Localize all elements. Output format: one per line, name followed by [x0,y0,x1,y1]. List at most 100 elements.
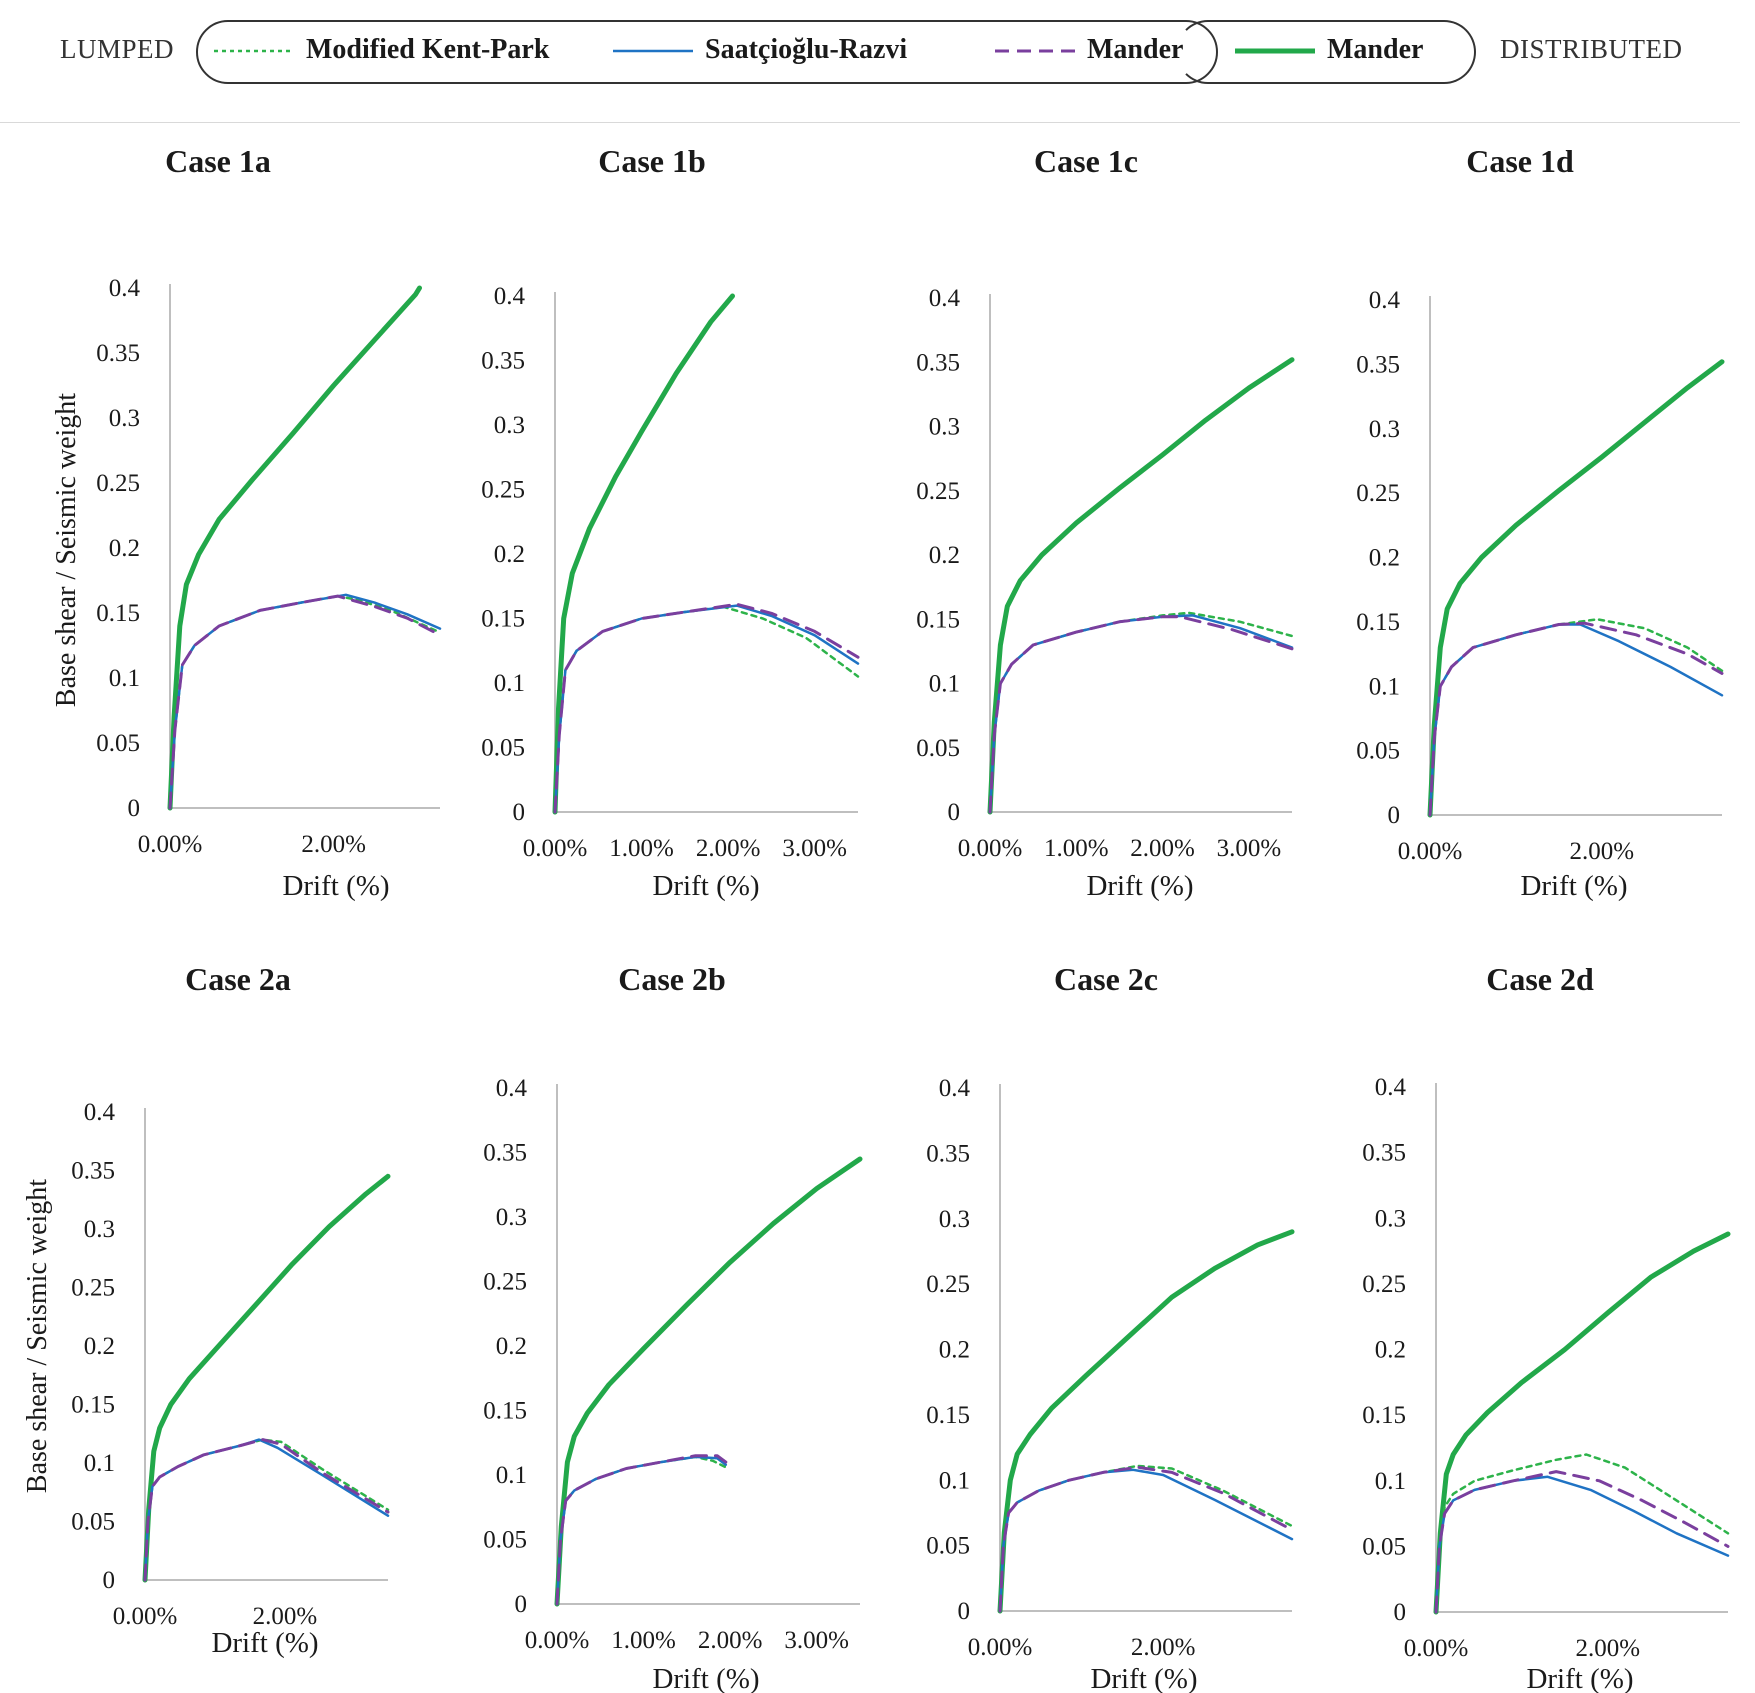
series-saatcioglu-razvi [553,604,860,814]
y-tick-label: 0 [515,1591,528,1618]
y-tick-label: 0.2 [109,535,140,562]
y-tick-label: 0.3 [1369,416,1400,443]
chart-title: Case 1a [165,143,271,179]
y-tick-label: 0.3 [929,414,960,441]
y-tick-label: 0 [513,799,526,826]
chart-title: Case 1d [1466,143,1574,179]
series-mander-distributed [142,1173,391,1583]
y-tick-label: 0.05 [1362,1533,1406,1560]
x-tick-label: 2.00% [253,1603,318,1630]
series-mander-lumped [988,615,1294,814]
y-tick-label: 0.1 [1369,673,1400,700]
series-modified-kent-park [555,1455,728,1606]
legend-label: Mander [1087,34,1184,65]
x-tick-label: 2.00% [1131,1634,1196,1661]
y-tick-label: 0.1 [929,671,960,698]
x-tick-label: 1.00% [1044,835,1109,862]
y-tick-label: 0.4 [929,285,961,312]
x-tick-label: 0.00% [1398,838,1463,865]
y-tick-label: 0.05 [926,1533,970,1560]
series-saatcioglu-razvi [555,1455,728,1606]
y-tick-label: 0 [948,799,961,826]
series-mander-lumped [998,1465,1294,1613]
y-tick-label: 0.35 [71,1158,115,1185]
legend-distributed-label: DISTRIBUTED [1500,34,1683,64]
y-tick-label: 0.25 [483,1269,527,1296]
y-tick-label: 0.3 [939,1206,970,1233]
series-mander-distributed [987,357,1295,815]
y-tick-label: 0.3 [84,1216,115,1243]
x-tick-label: 0.00% [968,1634,1033,1661]
x-axis-label: Drift (%) [1520,870,1627,902]
y-tick-label: 0.3 [496,1204,527,1231]
series-mander-lumped [555,1454,728,1606]
series-mander-distributed [167,285,422,811]
series-mander-distributed [997,1229,1295,1614]
x-tick-label: 0.00% [958,835,1023,862]
y-tick-label: 0.2 [1375,1337,1406,1364]
series-modified-kent-park [988,611,1294,814]
x-tick-label: 2.00% [698,1627,763,1654]
y-tick-label: 0.35 [481,348,525,375]
chart-panel-2: Case 1b 0 0.05 0.1 0.15 0.2 0.25 0.3 0.35 0.4 0.00… [481,143,860,902]
x-tick-label: 0.00% [1404,1635,1469,1662]
series-saatcioglu-razvi [143,1438,390,1582]
x-axis-label: Drift (%) [652,1663,759,1693]
y-tick-label: 0.2 [494,541,525,568]
y-tick-label: 0.3 [1375,1205,1406,1232]
series-saatcioglu-razvi [1428,623,1724,817]
y-tick-label: 0.1 [496,1462,527,1489]
x-tick-label: 0.00% [525,1627,590,1654]
x-tick-label: 2.00% [1575,1635,1640,1662]
y-tick-label: 0.1 [109,665,140,692]
y-tick-label: 0.25 [71,1275,115,1302]
chart-panel-7: Case 2c 0 0.05 0.1 0.15 0.2 0.25 0.3 0.35 0.4 0.00… [926,961,1295,1693]
x-tick-label: 2.00% [1569,838,1634,865]
chart-panel-8: Case 2d 0 0.05 0.1 0.15 0.2 0.25 0.3 0.35 0.4 0.00… [1362,961,1731,1693]
y-tick-label: 0.05 [483,1527,527,1554]
y-tick-label: 0.15 [926,1402,970,1429]
chart-title: Case 1b [598,143,706,179]
x-axis-label: Drift (%) [652,870,759,902]
y-tick-label: 0.15 [71,1392,115,1419]
series-modified-kent-park [168,594,442,810]
y-tick-label: 0.4 [939,1075,971,1102]
y-tick-label: 0.25 [96,470,140,497]
x-tick-label: 2.00% [1130,835,1195,862]
y-axis-label: Base shear / Seismic weight [22,1179,53,1493]
series-mander-distributed [1427,359,1725,818]
legend: LUMPED Modified Kent-Park Saatçioğlu-Raz… [0,0,1755,125]
y-tick-label: 0.15 [483,1398,527,1425]
x-axis-label: Drift (%) [282,870,389,902]
y-tick-label: 0.1 [84,1450,115,1477]
chart-panel-5: Case 2a 0 0.05 0.1 0.15 0.2 0.25 0.3 0.35 0.4 0.00… [22,961,391,1659]
chart-title: Case 2c [1054,961,1158,997]
series-mander-distributed [552,293,735,815]
y-tick-label: 0.3 [494,412,525,439]
x-axis-label: Drift (%) [1090,1663,1197,1693]
x-tick-label: 2.00% [301,831,366,858]
y-tick-label: 0.15 [1356,609,1400,636]
series-mander-lumped [143,1438,390,1582]
y-tick-label: 0 [958,1598,971,1625]
series-saatcioglu-razvi [998,1468,1294,1613]
legend-distributed-frame [1176,20,1476,84]
y-tick-label: 0.05 [481,735,525,762]
y-tick-label: 0.05 [71,1509,115,1536]
y-tick-label: 0.1 [939,1467,970,1494]
y-tick-label: 0.35 [926,1140,970,1167]
y-tick-label: 0.15 [1362,1402,1406,1429]
y-tick-label: 0.05 [96,730,140,757]
y-tick-label: 0.25 [926,1271,970,1298]
y-tick-label: 0.2 [496,1333,527,1360]
x-tick-label: 0.00% [138,831,203,858]
y-tick-label: 0.4 [84,1099,116,1126]
y-tick-label: 0.05 [1356,738,1400,765]
series-mander-distributed [1433,1231,1731,1615]
y-tick-label: 0.4 [109,275,141,302]
y-tick-label: 0.25 [1356,480,1400,507]
series-modified-kent-park [553,605,860,814]
x-tick-label: 3.00% [782,835,847,862]
y-tick-label: 0.2 [939,1337,970,1364]
